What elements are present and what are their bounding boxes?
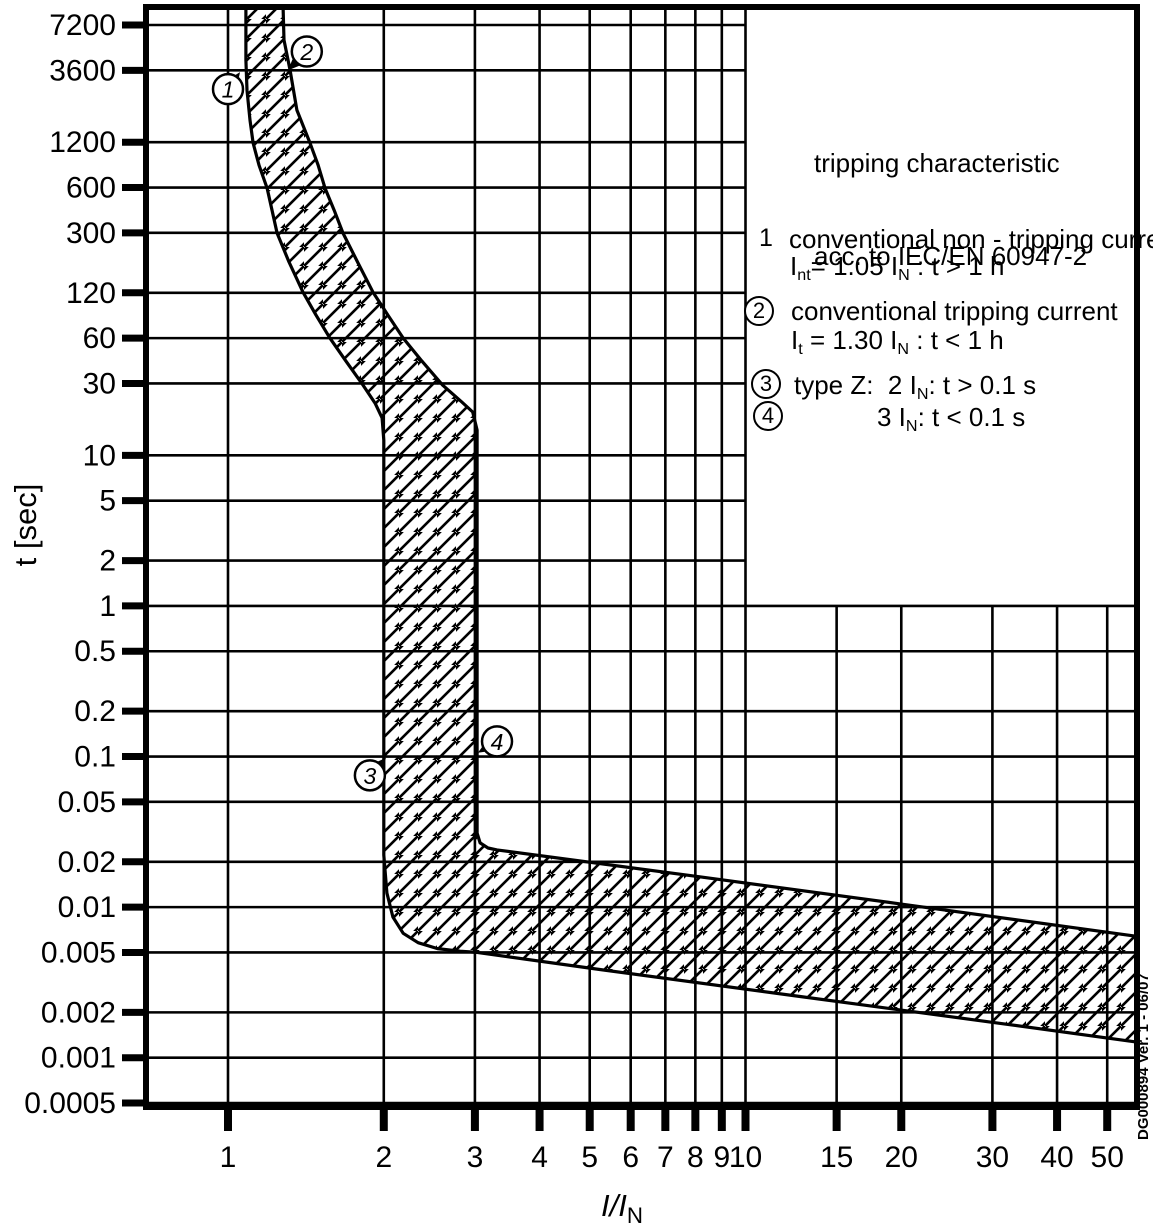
y-tick-label: 600 [66, 172, 116, 205]
x-tick-label: 30 [976, 1141, 1009, 1174]
y-tick-label: 60 [83, 322, 116, 355]
formula-text: = 1.05 I [810, 251, 899, 281]
legend-item2-label: conventional tripping current [791, 296, 1118, 326]
y-tick-label: 0.001 [41, 1042, 116, 1075]
formula-text: I [790, 251, 798, 281]
y-tick-label: 1 [99, 590, 116, 623]
x-axis-title: I/IN [601, 1188, 643, 1228]
curve-marker-3: 3 [353, 757, 387, 792]
y-tick-label: 0.1 [74, 741, 116, 774]
formula-subscript: nt [797, 265, 811, 284]
x-tick-label: 5 [581, 1141, 598, 1174]
legend-item1-number: 1 [759, 224, 773, 252]
x-tick-label: 1 [220, 1141, 237, 1174]
legend-item3-circled-number: 3 [751, 369, 781, 399]
marker-number: 2 [299, 39, 313, 65]
formula-text: 3 I [877, 402, 906, 432]
x-tick-label: 2 [375, 1141, 392, 1174]
y-tick-label: 3600 [49, 54, 116, 87]
y-tick-label: 0.05 [58, 786, 116, 819]
x-tick-label: 50 [1091, 1141, 1124, 1174]
y-axis-title: t [sec] [8, 483, 43, 567]
legend-item1-formula: Int= 1.05 IN : t > 1 h [790, 251, 1004, 285]
formula-subscript: N [897, 339, 910, 358]
marker-number: 4 [491, 729, 504, 755]
y-tick-label: 0.005 [41, 936, 116, 969]
formula-text: : t < 1 h [909, 325, 1004, 355]
marker-circle [290, 35, 324, 68]
curve-marker-4: 4 [477, 725, 514, 758]
formula-subscript: N [898, 265, 910, 284]
x-tick-label: 9 [713, 1141, 730, 1174]
legend-item4-number: 4 [761, 403, 775, 428]
formula-text: type Z: 2 I [794, 370, 917, 400]
y-tick-label: 7200 [49, 9, 116, 42]
formula-subscript: N [905, 416, 918, 435]
y-tick-label: 0.02 [58, 846, 116, 879]
chart-title-line1: tripping characteristic [814, 148, 1060, 178]
tripping-band [244, 7, 1137, 1044]
y-tick-label: 2 [99, 545, 116, 578]
y-tick-label: 0.5 [74, 635, 116, 668]
marker-number: 3 [363, 763, 376, 789]
legend-item3-formula: type Z: 2 IN: t > 0.1 s [794, 370, 1036, 404]
axis-ticks [122, 21, 1112, 1131]
formula-text: I [791, 325, 799, 355]
x-tick-label: 4 [531, 1141, 548, 1174]
formula-text: : t < 0.1 s [917, 402, 1026, 432]
curve-marker-1: 1 [211, 72, 245, 106]
y-tick-label: 0.2 [74, 695, 116, 728]
y-tick-label: 300 [66, 217, 116, 250]
document-number-watermark: DG000894 Ver. 1 - 06/07 [1135, 973, 1152, 1140]
legend-item2-circled-number: 2 [744, 296, 774, 326]
formula-text: : t > 1 h [909, 251, 1005, 281]
legend-item1-label: conventional non - tripping current [789, 224, 1153, 254]
marker-number: 1 [222, 77, 235, 103]
marker-circle [211, 72, 245, 106]
y-tick-label: 30 [83, 367, 116, 400]
formula-subscript: N [916, 384, 929, 403]
x-axis-title-subscript: N [626, 1202, 643, 1228]
x-tick-label: 40 [1040, 1141, 1073, 1174]
y-tick-label: 0.0005 [24, 1087, 116, 1120]
x-tick-label: 6 [622, 1141, 639, 1174]
marker-circle [480, 725, 514, 758]
legend-item2-formula: It = 1.30 IN : t < 1 h [791, 325, 1004, 359]
chart-title: tripping characteristic acc. to IEC/EN 6… [814, 86, 1087, 334]
y-tick-label: 0.002 [41, 996, 116, 1029]
x-tick-label: 10 [729, 1141, 762, 1174]
formula-subscript: t [798, 339, 803, 358]
x-tick-label: 7 [657, 1141, 674, 1174]
x-tick-label: 20 [885, 1141, 918, 1174]
formula-text: = 1.30 I [802, 325, 898, 355]
x-axis-title-text: I/I [601, 1188, 627, 1223]
y-tick-label: 120 [66, 277, 116, 310]
x-tick-label: 15 [820, 1141, 853, 1174]
y-tick-label: 0.01 [58, 891, 116, 924]
y-tick-label: 5 [99, 485, 116, 518]
tick-labels: 7200360012006003001206030105210.50.20.10… [24, 9, 1124, 1174]
legend-item2-number: 2 [752, 298, 766, 323]
curve-marker-2: 2 [288, 35, 324, 71]
formula-text: : t > 0.1 s [928, 370, 1037, 400]
chart-title-line2: acc. to IEC/EN 60947-2 [814, 241, 1088, 271]
x-tick-label: 8 [687, 1141, 704, 1174]
marker-circle [353, 759, 387, 792]
y-tick-label: 1200 [49, 126, 116, 159]
legend-item3-number: 3 [759, 371, 773, 396]
legend-item4-circled-number: 4 [753, 401, 783, 431]
plot-border [143, 4, 1140, 1110]
y-tick-label: 10 [83, 439, 116, 472]
x-tick-label: 3 [467, 1141, 484, 1174]
legend-item4-formula: 3 IN: t < 0.1 s [877, 402, 1025, 436]
